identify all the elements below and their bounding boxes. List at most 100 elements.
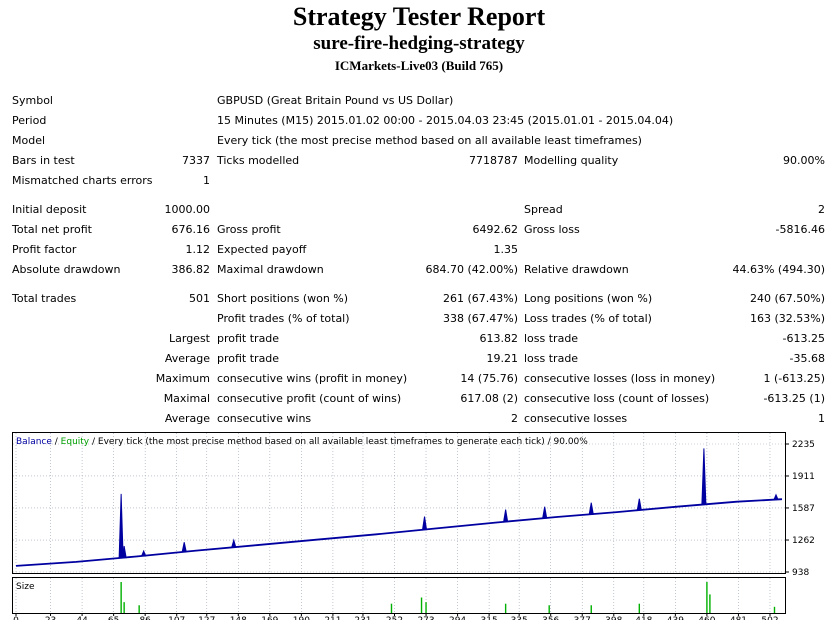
volume-bars [120, 582, 776, 613]
model-label: Model [12, 134, 46, 147]
maximum-label: Maximum [155, 372, 210, 385]
max-consecutive-wins-value: 14 (75.76) [460, 372, 518, 385]
maximal-consecutive-profit-value: 617.08 (2) [460, 392, 518, 405]
bars-value: 7337 [182, 154, 210, 167]
largest-label: Largest [169, 332, 210, 345]
x-tick-label: 273 [417, 616, 434, 620]
gross-profit-value: 6492.62 [472, 223, 519, 236]
average-loss-label: loss trade [524, 352, 579, 365]
x-tick-label: 294 [449, 616, 466, 620]
expected-payoff-label: Expected payoff [217, 243, 307, 256]
report-title: Strategy Tester Report [292, 2, 546, 31]
server-build: ICMarkets-Live03 (Build 765) [334, 58, 504, 73]
period-label: Period [12, 114, 47, 127]
x-tick-label: 0 [13, 616, 19, 620]
y-axis-ticks: 2235 1911 1587 1262 938 [785, 440, 815, 578]
x-tick-label: 439 [667, 616, 684, 620]
avg-consecutive-losses-value: 1 [818, 412, 825, 425]
balance-equity-chart: Balance / Equity / Every tick (the most … [12, 432, 815, 620]
volume-bar [390, 603, 393, 613]
chart-legend: Balance / Equity / Every tick (the most … [16, 437, 588, 447]
volume-bar [123, 602, 125, 613]
equity-spikes [118, 448, 779, 559]
profit-trades-value: 338 (67.47%) [442, 312, 518, 325]
short-positions-label: Short positions (won %) [217, 292, 349, 305]
symbol-value: GBPUSD (Great Britain Pound vs US Dollar… [217, 94, 454, 107]
x-tick-label: 252 [386, 616, 403, 620]
initial-deposit-label: Initial deposit [12, 203, 87, 216]
x-axis-ticks: 0 23 44 65 86 107 127 148 169 190 211 231 252 273 294 3… [13, 613, 779, 620]
volume-bar [709, 594, 711, 613]
maximal-consecutive-loss-value: -613.25 (1) [763, 392, 825, 405]
volume-bar [504, 603, 507, 613]
volume-bar [548, 605, 550, 613]
x-tick-label: 502 [761, 616, 778, 620]
size-label: Size [16, 582, 35, 592]
model-value: Every tick (the most precise method base… [217, 134, 642, 147]
y-tick-label: 938 [792, 568, 809, 578]
x-tick-label: 169 [261, 616, 278, 620]
avg-consecutive-wins-value: 2 [511, 412, 518, 425]
y-tick-label: 2235 [792, 440, 815, 450]
x-tick-label: 460 [698, 616, 715, 620]
mismatch-value: 1 [203, 174, 210, 187]
largest-profit-value: 613.82 [479, 332, 519, 345]
max-consecutive-losses-label: consecutive losses (loss in money) [524, 372, 716, 385]
y-tick-label: 1262 [792, 536, 815, 546]
quality-value: 90.00% [783, 154, 825, 167]
chart-grid [13, 433, 785, 613]
mismatch-label: Mismatched charts errors [12, 174, 153, 187]
expected-payoff-value: 1.35 [493, 243, 519, 256]
absolute-drawdown-label: Absolute drawdown [12, 263, 121, 276]
legend-sep-2: / [89, 437, 98, 447]
loss-trades-value: 163 (32.53%) [749, 312, 825, 325]
spread-label: Spread [524, 203, 563, 216]
x-tick-label: 398 [605, 616, 622, 620]
x-tick-label: 211 [324, 616, 341, 620]
relative-drawdown-label: Relative drawdown [524, 263, 629, 276]
maximal-consecutive-profit-label: consecutive profit (count of wins) [217, 392, 402, 405]
volume-bar [138, 605, 140, 613]
bars-label: Bars in test [12, 154, 75, 167]
x-tick-label: 418 [635, 616, 652, 620]
profit-factor-value: 1.12 [185, 243, 211, 256]
x-tick-label: 231 [354, 616, 371, 620]
balance-line [15, 498, 783, 567]
short-positions-value: 261 (67.43%) [442, 292, 518, 305]
average-profit-value: 19.21 [486, 352, 519, 365]
max-consecutive-losses-value: 1 (-613.25) [763, 372, 825, 385]
maximal-drawdown-label: Maximal drawdown [217, 263, 324, 276]
volume-bar [706, 582, 708, 613]
gross-loss-value: -5816.46 [775, 223, 825, 236]
maximal-drawdown-value: 684.70 (42.00%) [425, 263, 518, 276]
long-positions-label: Long positions (won %) [524, 292, 653, 305]
largest-loss-value: -613.25 [782, 332, 825, 345]
net-profit-label: Total net profit [12, 223, 92, 236]
total-trades-value: 501 [189, 292, 210, 305]
maximal-consecutive-loss-label: consecutive loss (count of losses) [524, 392, 710, 405]
legend-description: Every tick (the most precise method base… [98, 437, 588, 447]
profit-factor-label: Profit factor [12, 243, 77, 256]
volume-bar [590, 605, 592, 613]
x-tick-label: 377 [574, 616, 591, 620]
initial-deposit-value: 1000.00 [164, 203, 211, 216]
x-tick-label: 107 [168, 616, 185, 620]
average-label: Average [164, 352, 210, 365]
gross-loss-label: Gross loss [524, 223, 580, 236]
average-profit-label: profit trade [217, 352, 280, 365]
symbol-label: Symbol [12, 94, 53, 107]
x-tick-label: 148 [230, 616, 247, 620]
x-tick-label: 127 [198, 616, 215, 620]
legend-balance: Balance [16, 437, 52, 447]
x-tick-label: 481 [730, 616, 747, 620]
x-tick-label: 315 [481, 616, 498, 620]
spread-value: 2 [818, 203, 825, 216]
long-positions-value: 240 (67.50%) [749, 292, 825, 305]
y-tick-label: 1911 [792, 472, 815, 482]
x-tick-label: 356 [542, 616, 559, 620]
avg-consecutive-losses-label: consecutive losses [524, 412, 628, 425]
volume-bar [420, 597, 423, 613]
profit-trades-label: Profit trades (% of total) [217, 312, 350, 325]
x-tick-label: 44 [76, 616, 88, 620]
largest-profit-label: profit trade [217, 332, 280, 345]
